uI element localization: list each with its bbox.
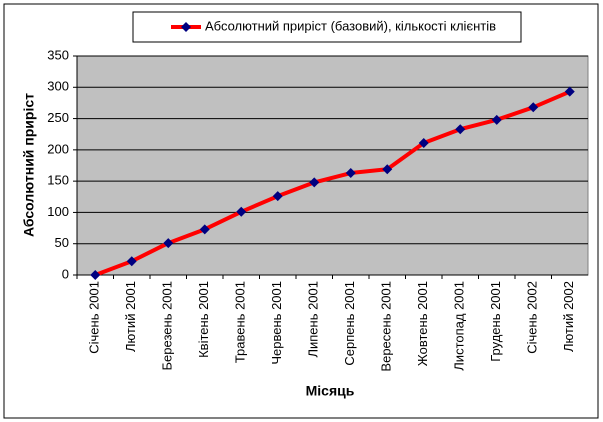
marker bbox=[382, 164, 393, 175]
marker bbox=[345, 168, 356, 179]
x-tick-label: Вересень 2001 bbox=[379, 281, 394, 372]
x-tick-label: Січень 2002 bbox=[525, 281, 540, 354]
y-tick-label: 350 bbox=[47, 47, 69, 62]
x-tick-label: Серпень 2001 bbox=[342, 281, 357, 366]
series-line bbox=[94, 89, 571, 277]
marker bbox=[90, 270, 101, 280]
x-tick-label: Жовтень 2001 bbox=[415, 281, 430, 366]
x-tick-label: Січень 2001 bbox=[87, 281, 102, 354]
marker bbox=[528, 102, 539, 113]
marker bbox=[236, 206, 247, 217]
plot-area bbox=[76, 55, 589, 276]
x-tick-label: Березень 2001 bbox=[160, 281, 175, 370]
y-axis-title: Абсолютний приріст bbox=[21, 93, 37, 237]
x-tick-label: Лютий 2001 bbox=[123, 281, 138, 352]
marker bbox=[455, 124, 466, 135]
legend-marker bbox=[181, 22, 191, 32]
marker bbox=[564, 86, 575, 97]
y-tick-label: 50 bbox=[55, 235, 69, 250]
legend-label: Абсолютний приріст (базовий), кількості … bbox=[205, 18, 496, 33]
x-tick-label: Червень 2001 bbox=[269, 281, 284, 365]
marker bbox=[199, 224, 210, 235]
marker bbox=[309, 177, 320, 188]
x-tick-label: Листопад 2001 bbox=[452, 281, 467, 371]
x-tick-label: Травень 2001 bbox=[233, 281, 248, 363]
y-tick-label: 250 bbox=[47, 110, 69, 125]
x-tick-label: Грудень 2001 bbox=[488, 281, 503, 362]
marker bbox=[126, 256, 137, 267]
marker bbox=[418, 137, 429, 148]
x-tick-label: Квітень 2001 bbox=[196, 281, 211, 358]
x-axis-title: Місяць bbox=[306, 383, 355, 399]
marker bbox=[163, 238, 174, 249]
y-tick-label: 0 bbox=[62, 266, 69, 281]
x-tick-label: Лютий 2002 bbox=[561, 281, 576, 352]
marker bbox=[272, 191, 283, 202]
y-tick-label: 150 bbox=[47, 173, 69, 188]
y-tick-label: 200 bbox=[47, 141, 69, 156]
marker bbox=[491, 114, 502, 125]
y-tick-label: 100 bbox=[47, 204, 69, 219]
y-tick-label: 300 bbox=[47, 79, 69, 94]
x-tick-label: Липень 2001 bbox=[306, 281, 321, 358]
